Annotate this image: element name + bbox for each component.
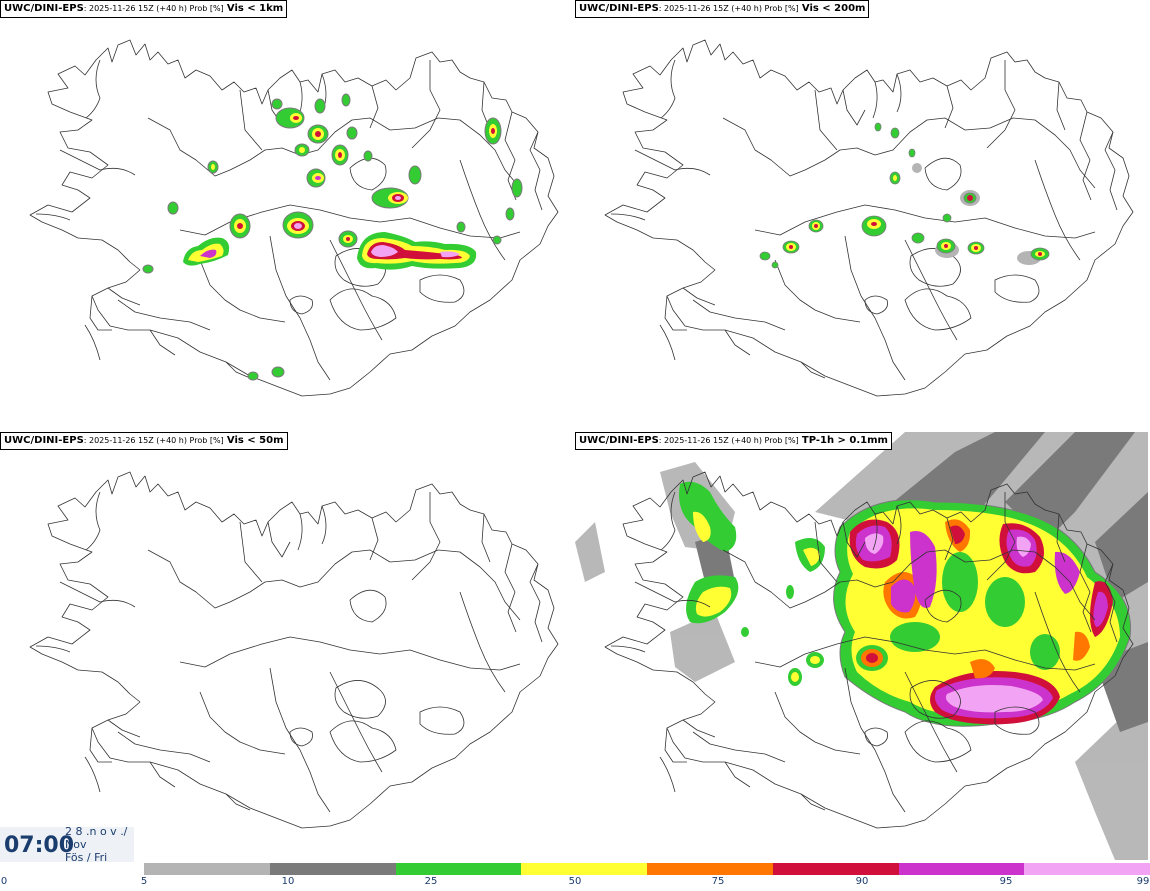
valid-time-box: 07:00 2 8 .n o v ./ Nov Fös / Fri [0,825,134,864]
legend-tick-label: 90 [855,876,869,887]
run-info: : 2025-11-26 15Z (+40 h) Prob [%] [658,4,799,13]
run-info: : 2025-11-26 15Z (+40 h) Prob [%] [83,4,224,13]
legend-tick-label: 5 [140,876,148,887]
model-name: UWC/DINI-EPS [579,3,659,14]
map-panel-vis-50m: UWC/DINI-EPS: 2025-11-26 15Z (+40 h) Pro… [0,432,573,860]
model-name: UWC/DINI-EPS [4,3,84,14]
legend-color-segment [898,863,1025,875]
valid-month: Nov [65,838,87,851]
legend-tick-label: 10 [281,876,295,887]
probability-blobs [142,93,523,381]
legend-tick-label: 75 [711,876,725,887]
legend-tick-label: 50 [568,876,582,887]
valid-date-line1: 2 8 .n o v ./ [65,825,128,838]
map-panel-vis-200m: UWC/DINI-EPS: 2025-11-26 15Z (+40 h) Pro… [575,0,1148,428]
variable-label: TP-1h > 0.1mm [801,435,888,446]
iceland-map [604,39,1134,397]
legend-color-segment [647,863,773,875]
panel-title: UWC/DINI-EPS: 2025-11-26 15Z (+40 h) Pro… [0,0,288,18]
legend-tick-label: 0 [0,876,8,887]
valid-weekday: Fös / Fri [65,851,108,864]
run-info: : 2025-11-26 15Z (+40 h) Prob [%] [83,436,224,445]
legend-color-segment [1024,863,1150,875]
panel-title: UWC/DINI-EPS: 2025-11-26 15Z (+40 h) Pro… [575,0,870,18]
panel-title: UWC/DINI-EPS: 2025-11-26 15Z (+40 h) Pro… [575,432,892,450]
map-panel-precip: UWC/DINI-EPS: 2025-11-26 15Z (+40 h) Pro… [575,432,1148,860]
color-legend-bar [144,863,1150,875]
legend-color-segment [521,863,647,875]
legend-tick-label: 95 [999,876,1013,887]
legend-tick-label: 25 [424,876,438,887]
iceland-map [29,471,559,829]
valid-time-clock: 07:00 [4,833,75,858]
panel-title: UWC/DINI-EPS: 2025-11-26 15Z (+40 h) Pro… [0,432,288,450]
legend-color-segment [144,863,270,875]
legend-color-segment [772,863,899,875]
variable-label: Vis < 1km [226,3,284,14]
probability-blobs [575,432,1148,860]
variable-label: Vis < 200m [801,3,866,14]
legend-color-segment [395,863,522,875]
model-name: UWC/DINI-EPS [579,435,659,446]
iceland-map [29,39,559,397]
legend-color-segment [269,863,396,875]
map-panel-vis-1km: UWC/DINI-EPS: 2025-11-26 15Z (+40 h) Pro… [0,0,573,428]
variable-label: Vis < 50m [226,435,284,446]
legend-tick-label: 99 [1136,876,1150,887]
probability-blobs [759,122,1050,269]
run-info: : 2025-11-26 15Z (+40 h) Prob [%] [658,436,799,445]
color-legend-labels: 0 5 10 25 50 75 90 95 99 [0,876,1150,890]
model-name: UWC/DINI-EPS [4,435,84,446]
iceland-map [575,432,1148,860]
